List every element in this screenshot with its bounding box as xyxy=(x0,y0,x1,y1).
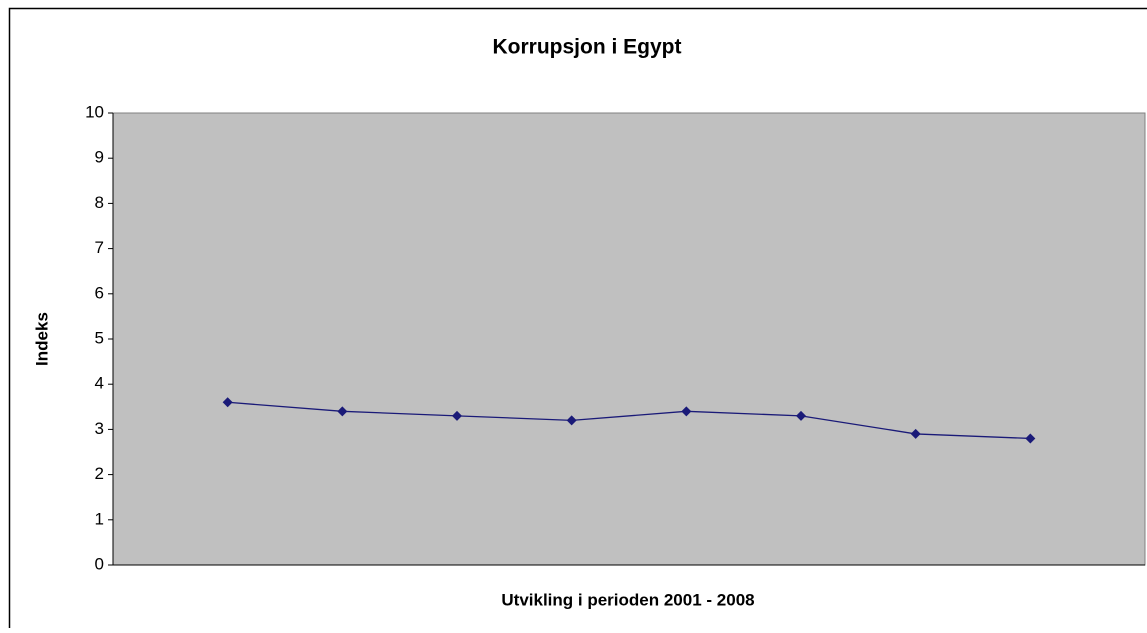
y-tick-label: 7 xyxy=(95,238,104,257)
y-tick-label: 3 xyxy=(95,419,104,438)
y-tick-label: 9 xyxy=(95,148,104,167)
y-tick-label: 1 xyxy=(95,509,104,528)
x-axis-label: Utvikling i perioden 2001 - 2008 xyxy=(501,590,754,609)
y-tick-label: 0 xyxy=(95,554,104,573)
chart-title: Korrupsjon i Egypt xyxy=(493,36,682,59)
y-tick-label: 5 xyxy=(95,328,104,347)
y-tick-label: 10 xyxy=(85,102,104,121)
plot-area xyxy=(113,113,1145,565)
y-tick-label: 6 xyxy=(95,283,104,302)
y-tick-label: 4 xyxy=(95,374,104,393)
y-tick-label: 2 xyxy=(95,464,104,483)
y-axis-label: Indeks xyxy=(32,312,51,366)
y-tick-label: 8 xyxy=(95,193,104,212)
